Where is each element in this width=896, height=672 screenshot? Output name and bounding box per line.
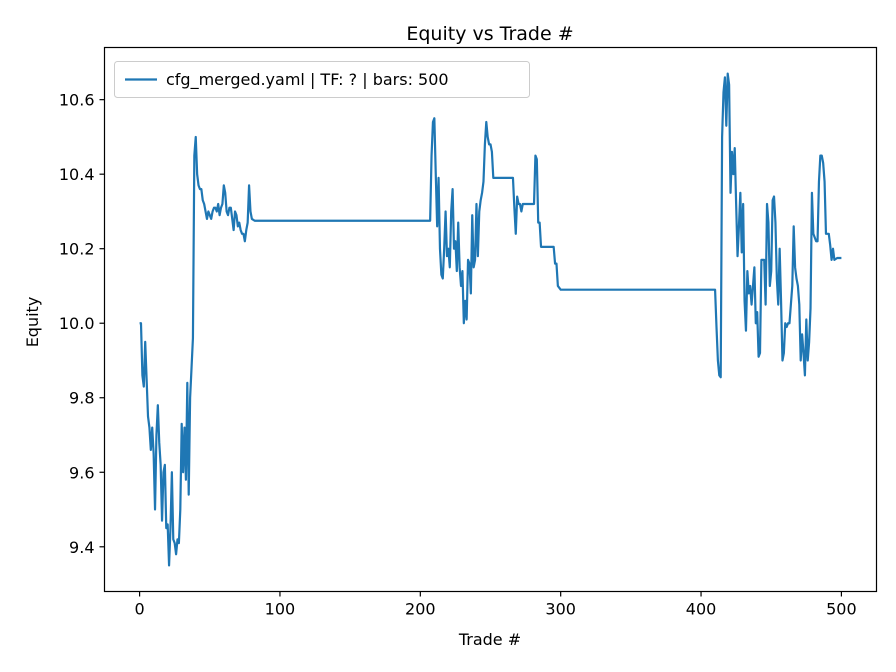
y-tick-label: 9.8 [69,389,94,408]
plot-area: 0 100 200 300 400 500 9.4 9.6 9.8 10.0 10.2 10.4 10… [59,46,878,619]
x-axis: 0 100 200 300 400 500 [134,591,857,619]
y-tick-label: 9.4 [69,538,94,557]
y-tick-label: 9.6 [69,463,94,482]
y-tick-label: 10.2 [59,240,95,259]
y-tick-label: 10.6 [59,91,95,110]
axes-frame [103,46,878,593]
y-tick-label: 10.4 [59,165,95,184]
x-tick-label: 300 [545,600,576,619]
x-axis-label: Trade # [458,630,521,649]
x-tick-label: 400 [686,600,717,619]
chart-title: Equity vs Trade # [406,23,573,45]
legend-box [114,61,530,98]
x-tick-label: 200 [405,600,436,619]
legend-label: cfg_merged.yaml | TF: ? | bars: 500 [166,70,449,90]
equity-series-line [139,72,842,567]
y-axis-label: Equity [23,297,42,348]
x-tick-label: 500 [826,600,857,619]
legend: cfg_merged.yaml | TF: ? | bars: 500 [114,61,530,98]
x-tick-label: 100 [265,600,296,619]
y-axis: 9.4 9.6 9.8 10.0 10.2 10.4 10.6 [59,91,105,557]
y-tick-label: 10.0 [59,314,95,333]
x-tick-label: 0 [134,600,144,619]
